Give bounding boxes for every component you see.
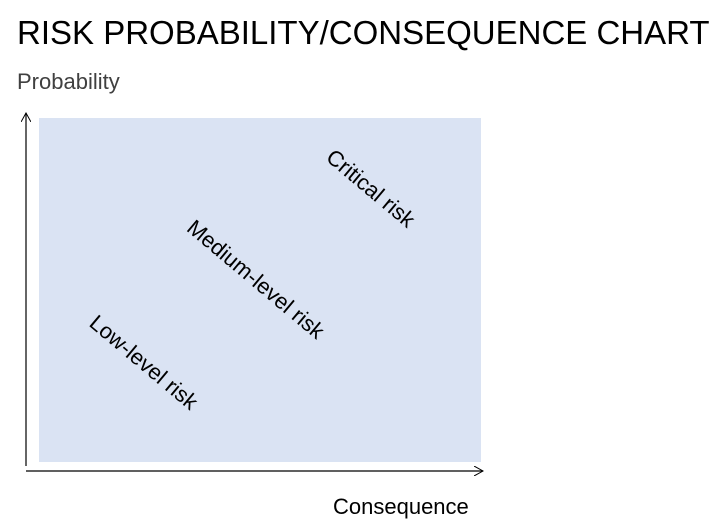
y-axis-label: Probability bbox=[17, 69, 120, 94]
x-axis-label: Consequence bbox=[333, 494, 469, 519]
plot-area bbox=[39, 118, 481, 462]
slide-title: RISK PROBABILITY/CONSEQUENCE CHART bbox=[17, 14, 710, 51]
